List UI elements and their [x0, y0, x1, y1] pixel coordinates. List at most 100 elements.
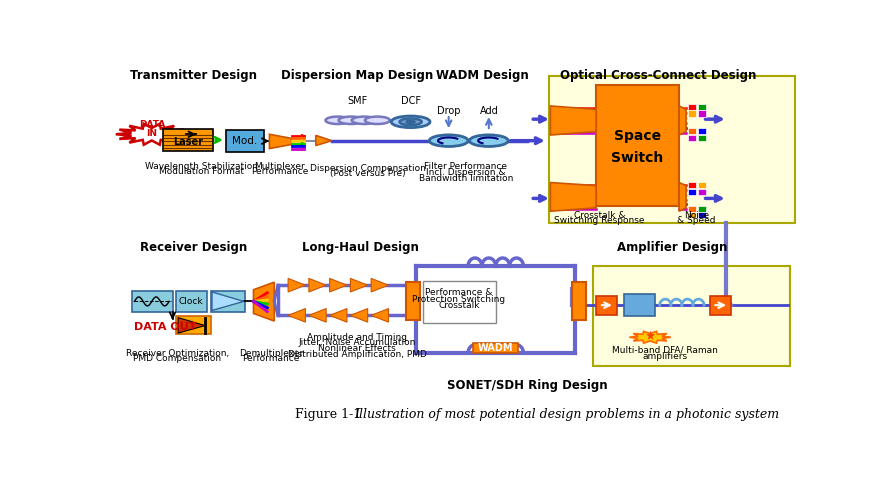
Text: Mod.: Mod.	[232, 136, 257, 146]
Text: Crosstalk: Crosstalk	[438, 301, 480, 311]
Text: Wavelength Stabilization: Wavelength Stabilization	[145, 162, 258, 171]
Text: IN: IN	[146, 129, 157, 138]
Polygon shape	[270, 134, 291, 148]
Polygon shape	[301, 147, 305, 150]
Polygon shape	[301, 134, 305, 137]
FancyBboxPatch shape	[597, 85, 679, 206]
Text: Illustration of most potential design problems in a photonic system: Illustration of most potential design pr…	[354, 408, 779, 421]
FancyBboxPatch shape	[226, 130, 264, 152]
FancyBboxPatch shape	[689, 104, 697, 110]
Text: PMD Compensation: PMD Compensation	[133, 354, 221, 363]
Text: WADM Design: WADM Design	[436, 69, 529, 82]
Text: Space: Space	[614, 129, 661, 143]
Text: ★: ★	[645, 330, 655, 343]
Text: Figure 1-1: Figure 1-1	[295, 408, 362, 421]
FancyBboxPatch shape	[689, 182, 697, 188]
Text: SONET/SDH Ring Design: SONET/SDH Ring Design	[446, 379, 607, 392]
Ellipse shape	[352, 117, 377, 124]
FancyBboxPatch shape	[697, 206, 706, 212]
FancyBboxPatch shape	[697, 104, 706, 110]
FancyBboxPatch shape	[697, 135, 706, 141]
Text: Dispersion Compensation: Dispersion Compensation	[310, 164, 426, 172]
Polygon shape	[178, 318, 205, 333]
FancyBboxPatch shape	[689, 206, 697, 212]
Polygon shape	[550, 183, 597, 211]
Text: DATA OUT: DATA OUT	[134, 321, 196, 332]
Text: Bandwidth limitation: Bandwidth limitation	[419, 173, 513, 183]
Polygon shape	[550, 106, 597, 135]
FancyBboxPatch shape	[405, 282, 420, 320]
FancyBboxPatch shape	[697, 212, 706, 219]
Polygon shape	[212, 292, 244, 311]
FancyBboxPatch shape	[473, 343, 518, 353]
Text: Laser: Laser	[172, 137, 203, 147]
Polygon shape	[288, 278, 305, 292]
Text: amplifiers: amplifiers	[643, 352, 688, 361]
Text: Performance: Performance	[242, 354, 299, 363]
Ellipse shape	[430, 135, 468, 147]
Text: Transmitter Design: Transmitter Design	[129, 69, 257, 82]
FancyBboxPatch shape	[597, 296, 617, 315]
Text: WADM: WADM	[477, 343, 513, 353]
FancyBboxPatch shape	[623, 294, 655, 317]
Text: Distributed Amplification, PMD: Distributed Amplification, PMD	[288, 350, 427, 359]
Text: Receiver Design: Receiver Design	[139, 241, 247, 254]
Polygon shape	[301, 142, 305, 145]
FancyBboxPatch shape	[176, 291, 207, 312]
Ellipse shape	[406, 121, 414, 123]
Polygon shape	[330, 278, 347, 292]
FancyBboxPatch shape	[697, 189, 706, 195]
FancyBboxPatch shape	[176, 316, 211, 334]
Text: Crosstalk &: Crosstalk &	[574, 211, 625, 220]
Text: Multiplexer: Multiplexer	[255, 162, 305, 171]
Text: DCF: DCF	[401, 96, 421, 106]
Polygon shape	[116, 124, 188, 145]
FancyBboxPatch shape	[211, 291, 246, 312]
Text: SMF: SMF	[347, 96, 367, 106]
Text: Add: Add	[480, 106, 498, 117]
Text: Multi-band DFA/ Raman: Multi-band DFA/ Raman	[613, 345, 718, 355]
Polygon shape	[350, 278, 368, 292]
Text: Receiver Optimization,: Receiver Optimization,	[126, 348, 229, 358]
Polygon shape	[301, 140, 305, 143]
Ellipse shape	[470, 135, 508, 147]
FancyBboxPatch shape	[163, 128, 213, 151]
FancyBboxPatch shape	[132, 291, 172, 312]
FancyBboxPatch shape	[593, 267, 790, 367]
Text: Amplifier Design: Amplifier Design	[617, 241, 728, 254]
Polygon shape	[301, 145, 305, 148]
Text: Protection Switching: Protection Switching	[413, 295, 505, 304]
Polygon shape	[371, 309, 388, 322]
Text: Amplitude and Timing: Amplitude and Timing	[307, 333, 407, 342]
Text: Clock: Clock	[179, 297, 204, 306]
Text: Modulation Format: Modulation Format	[159, 168, 244, 176]
Polygon shape	[371, 278, 388, 292]
Text: Nonlinear Effects: Nonlinear Effects	[319, 344, 396, 353]
FancyBboxPatch shape	[549, 76, 795, 223]
Text: Jitter, Noise Accumulation: Jitter, Noise Accumulation	[298, 339, 416, 347]
FancyBboxPatch shape	[423, 281, 496, 323]
Text: Filter Performance: Filter Performance	[424, 162, 507, 171]
FancyBboxPatch shape	[689, 189, 697, 195]
Ellipse shape	[338, 117, 363, 124]
FancyBboxPatch shape	[710, 296, 731, 315]
Text: Long-Haul Design: Long-Haul Design	[303, 241, 419, 254]
Ellipse shape	[399, 119, 421, 125]
Polygon shape	[350, 309, 368, 322]
Polygon shape	[301, 137, 305, 140]
Text: Incl. Dispersion &: Incl. Dispersion &	[426, 168, 505, 177]
Polygon shape	[309, 278, 326, 292]
Text: Optical Cross-Connect Design: Optical Cross-Connect Design	[560, 69, 756, 82]
Text: Dispersion Map Design: Dispersion Map Design	[281, 69, 433, 82]
Text: Performance &: Performance &	[425, 288, 493, 297]
Text: Noise: Noise	[684, 211, 709, 220]
Text: Switching Response: Switching Response	[555, 216, 645, 225]
Text: Drop: Drop	[437, 106, 461, 117]
Polygon shape	[288, 309, 305, 322]
FancyBboxPatch shape	[689, 110, 697, 117]
Text: (Post versus Pre): (Post versus Pre)	[330, 170, 405, 178]
FancyBboxPatch shape	[697, 128, 706, 134]
Text: & Speed: & Speed	[677, 216, 715, 225]
Polygon shape	[309, 309, 326, 322]
Text: Demultiplexer: Demultiplexer	[238, 348, 303, 358]
